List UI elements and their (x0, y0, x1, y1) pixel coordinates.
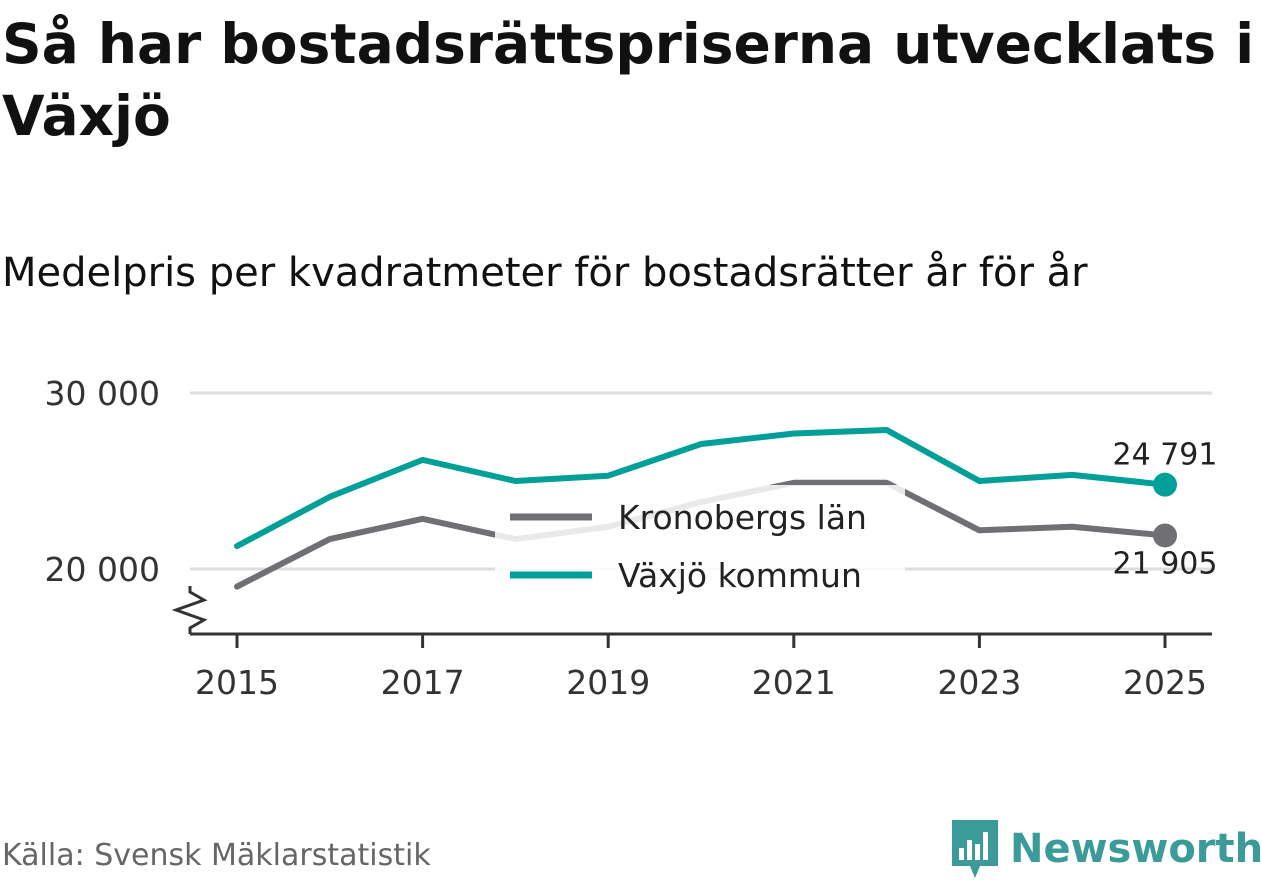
y-tick-label: 20 000 (45, 550, 160, 589)
x-tick-label: 2023 (937, 663, 1021, 702)
brand-logo: Newsworthy (950, 818, 1262, 880)
x-tick-label: 2019 (566, 663, 650, 702)
end-point-kronoberg (1153, 523, 1177, 547)
brand-name: Newsworthy (1010, 826, 1262, 872)
legend-label-vaxjo: Växjö kommun (618, 556, 862, 595)
legend-label-kronoberg: Kronobergs län (618, 498, 867, 537)
legend: Kronobergs län Växjö kommun (495, 485, 905, 610)
source-note: Källa: Svensk Mäklarstatistik (2, 838, 431, 873)
y-tick-label: 30 000 (45, 374, 160, 413)
x-tick-label: 2021 (752, 663, 836, 702)
label-layer: 21 905 24 791 (1113, 438, 1218, 582)
end-value-label-vaxjo: 24 791 (1113, 438, 1218, 473)
newsworthy-logo-icon (950, 818, 1000, 880)
x-tick-label: 2025 (1123, 663, 1207, 702)
end-value-label-kronoberg: 21 905 (1113, 546, 1218, 581)
x-tick-label: 2015 (195, 663, 279, 702)
axis-break-icon (176, 586, 204, 634)
x-tick-label: 2017 (381, 663, 465, 702)
end-point-vaxjo (1153, 473, 1177, 497)
